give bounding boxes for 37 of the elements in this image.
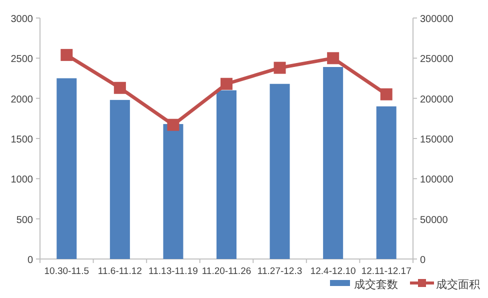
bar bbox=[110, 100, 130, 259]
y2-tick-label: 100000 bbox=[420, 174, 454, 186]
y-tick-label: 500 bbox=[16, 214, 34, 226]
x-tick-label: 12.11-12.17 bbox=[361, 266, 412, 277]
y-tick-label: 1000 bbox=[10, 174, 34, 186]
y2-tick-label: 200000 bbox=[420, 94, 454, 106]
point bbox=[167, 118, 180, 131]
point bbox=[274, 62, 286, 74]
point bbox=[114, 82, 126, 94]
point bbox=[327, 52, 340, 64]
y-tick-label: 2000 bbox=[10, 94, 34, 106]
bar bbox=[323, 67, 344, 259]
legend-label: 成交套数 bbox=[354, 278, 398, 291]
bar bbox=[270, 84, 290, 259]
y-tick-label: 1500 bbox=[10, 134, 34, 146]
y2-tick-label: 50000 bbox=[420, 214, 448, 226]
y2-tick-label: 0 bbox=[420, 255, 426, 266]
y-tick-label: 2500 bbox=[10, 54, 34, 66]
x-tick-label: 11.27-12.3 bbox=[257, 266, 302, 277]
point bbox=[220, 78, 232, 90]
x-tick-label: 12.4-12.10 bbox=[310, 266, 356, 277]
y-tick-label: 0 bbox=[27, 255, 34, 266]
x-tick-label: 11.13-11.19 bbox=[148, 266, 198, 277]
x-tick-label: 11.20-11.26 bbox=[202, 266, 252, 277]
point bbox=[60, 48, 73, 61]
bar bbox=[376, 106, 396, 259]
y2-tick-label: 250000 bbox=[420, 54, 454, 66]
bar bbox=[216, 90, 236, 259]
x-tick-label: 11.6-11.12 bbox=[98, 266, 142, 277]
y-tick-label: 3000 bbox=[10, 14, 34, 25]
y2-tick-label: 150000 bbox=[420, 134, 454, 146]
bar bbox=[163, 124, 184, 259]
x-tick-label: 10.30-11.5 bbox=[44, 266, 90, 277]
point bbox=[380, 88, 392, 100]
y2-tick-label: 300000 bbox=[420, 14, 454, 25]
legend-label: 成交面积 bbox=[436, 278, 480, 291]
bar bbox=[56, 78, 77, 259]
